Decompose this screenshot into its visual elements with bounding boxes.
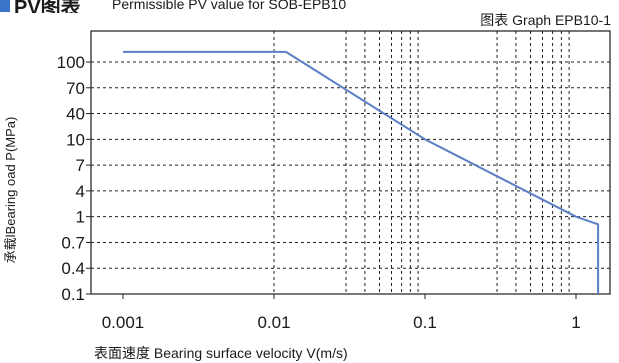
series-line — [123, 50, 600, 294]
header-title: PV图表 — [14, 0, 81, 13]
x-axis-label: 表面速度 Bearing surface velocity V(m/s) — [94, 345, 348, 361]
y-tick-label: 70 — [66, 79, 85, 98]
x-tick-label: 0.1 — [413, 313, 437, 332]
grid-layer — [91, 31, 610, 295]
x-tick-label: 1 — [571, 313, 580, 332]
y-tick-label: 10 — [66, 130, 85, 149]
x-tick-label: 0.01 — [257, 313, 290, 332]
y-axis-label: 承载lBearing oad P(MPa) — [3, 117, 18, 264]
y-tick-label: 0.7 — [61, 233, 85, 252]
plot-frame — [90, 30, 611, 295]
ticks-layer: 0.1 0.4 0.7 1 4 7 10 40 70 100 0.001 0.01 0.1 1 — [57, 53, 581, 332]
y-tick-label: 0.1 — [61, 285, 85, 304]
series-layer — [123, 50, 600, 294]
y-tick-label: 7 — [76, 156, 85, 175]
x-tick-label: 0.001 — [102, 313, 145, 332]
y-tick-label: 4 — [76, 182, 85, 201]
header-subtitle: Permissible PV value for SOB-EPB10 — [112, 0, 347, 12]
y-tick-label: 1 — [76, 208, 85, 227]
chart-reference-label: 图表 Graph EPB10-1 — [480, 12, 611, 28]
y-tick-label: 100 — [57, 53, 85, 72]
header-marker-icon — [0, 0, 10, 12]
chart-header: PV图表 Permissible PV value for SOB-EPB10 — [0, 0, 619, 13]
y-tick-label: 40 — [66, 105, 85, 124]
y-tick-label: 0.4 — [61, 259, 85, 278]
